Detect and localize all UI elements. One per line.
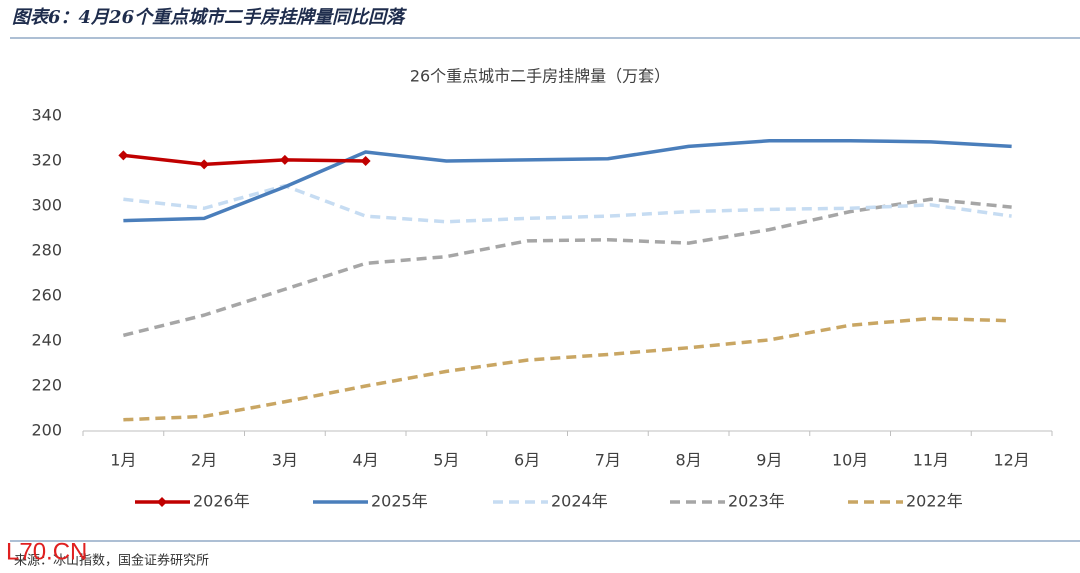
y-tick-label: 220	[31, 376, 62, 395]
x-tick-label: 10月	[832, 451, 868, 470]
legend-marker	[157, 497, 167, 507]
x-tick-label: 11月	[913, 451, 949, 470]
x-tick-label: 5月	[433, 451, 459, 470]
legend-label: 2026年	[193, 492, 250, 511]
x-tick-label: 8月	[676, 451, 702, 470]
series-line	[123, 184, 1012, 224]
legend-label: 2023年	[728, 492, 785, 511]
marker	[360, 156, 371, 166]
y-tick-label: 260	[31, 286, 62, 305]
legend-label: 2024年	[551, 492, 608, 511]
series-line	[123, 316, 1012, 422]
page-title: 图表6：4月26个重点城市二手房挂牌量同比回落	[12, 7, 407, 28]
x-tick-label: 6月	[514, 451, 540, 470]
series-line	[123, 153, 366, 167]
x-tick-label: 4月	[353, 451, 379, 470]
series-line	[123, 139, 1012, 223]
x-tick-label: 9月	[756, 451, 782, 470]
legend-label: 2025年	[371, 492, 428, 511]
y-tick-label: 320	[31, 151, 62, 170]
y-tick-label: 300	[31, 196, 62, 215]
marker	[279, 154, 290, 165]
source: 来源：冰山指数，国金证券研究所	[14, 553, 209, 569]
x-tick-label: 1月	[110, 451, 136, 470]
y-tick-label: 200	[31, 421, 62, 440]
y-tick-label: 280	[31, 241, 62, 260]
x-tick-label: 2月	[191, 451, 217, 470]
marker	[118, 150, 129, 161]
marker	[199, 159, 210, 170]
x-tick-label: 12月	[993, 451, 1029, 470]
x-tick-label: 3月	[272, 451, 298, 470]
y-tick-label: 240	[31, 331, 62, 350]
watermark: L70.CN	[6, 538, 87, 565]
legend-label: 2022年	[906, 492, 963, 511]
y-tick-label: 340	[31, 106, 62, 125]
chart-title: 26个重点城市二手房挂牌量（万套）	[410, 67, 670, 86]
x-tick-label: 7月	[595, 451, 621, 470]
series-line	[122, 197, 1012, 338]
